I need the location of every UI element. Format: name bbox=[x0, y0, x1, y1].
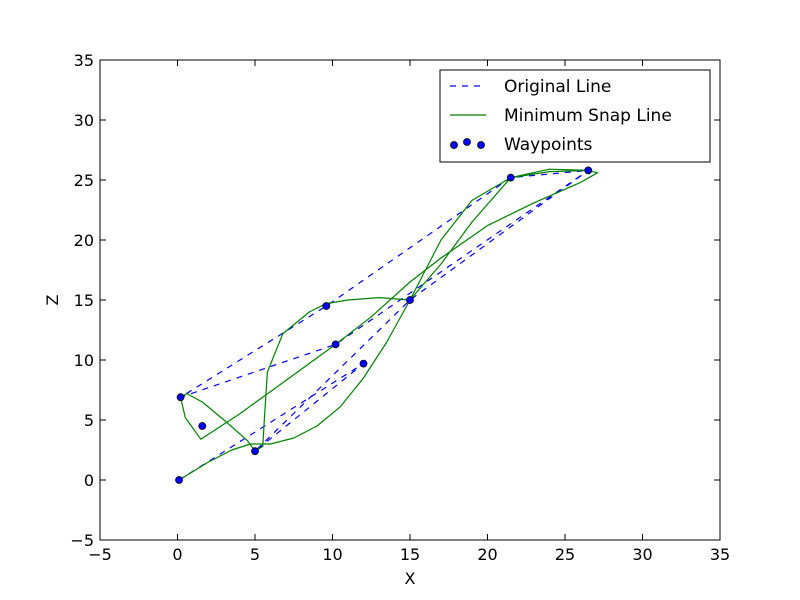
x-axis-label: X bbox=[405, 569, 416, 588]
y-tick-label: −5 bbox=[70, 531, 94, 550]
y-tick-label: 25 bbox=[74, 171, 94, 190]
legend-entry-label: Waypoints bbox=[504, 135, 593, 155]
waypoint-marker bbox=[251, 447, 259, 456]
legend: Original Line Minimum Snap Line Waypoints bbox=[439, 69, 711, 163]
waypoint-marker bbox=[506, 173, 515, 182]
legend-waypoint-marker bbox=[450, 141, 458, 149]
x-tick-label: 10 bbox=[322, 545, 342, 564]
legend-entry-label: Minimum Snap Line bbox=[504, 106, 672, 126]
x-tick-label: 25 bbox=[555, 545, 575, 564]
waypoint-marker bbox=[406, 296, 414, 304]
ticks-layer: −5 0 5 10 15 20 25 30 35 −5 0 5 10 15 20 25 30 35 bbox=[70, 51, 730, 564]
legend-frame bbox=[439, 69, 711, 163]
y-tick-label: 35 bbox=[74, 51, 94, 70]
y-tick-label: 30 bbox=[74, 111, 94, 130]
waypoint-marker bbox=[198, 422, 207, 430]
waypoint-marker bbox=[359, 359, 368, 368]
legend-waypoint-marker bbox=[463, 138, 471, 146]
series-layer bbox=[175, 166, 599, 484]
y-tick-label: 5 bbox=[84, 411, 94, 430]
x-tick-label: 20 bbox=[477, 545, 497, 564]
x-tick-label: 35 bbox=[710, 545, 730, 564]
y-tick-label: 10 bbox=[74, 351, 94, 370]
y-tick-label: 20 bbox=[74, 231, 94, 250]
waypoint-marker bbox=[175, 476, 183, 484]
x-tick-label: 30 bbox=[632, 545, 652, 564]
x-tick-label: −5 bbox=[88, 545, 112, 564]
x-tick-label: 0 bbox=[172, 545, 182, 564]
waypoint-marker bbox=[176, 393, 185, 402]
original-line-series bbox=[178, 169, 589, 481]
y-axis-label: Z bbox=[43, 294, 62, 305]
y-tick-label: 0 bbox=[84, 471, 94, 490]
legend-waypoint-marker bbox=[477, 141, 485, 149]
minimum-snap-line-series bbox=[178, 168, 599, 481]
waypoint-marker bbox=[322, 302, 331, 310]
x-tick-label: 15 bbox=[400, 545, 420, 564]
legend-entry-label: Original Line bbox=[504, 77, 611, 97]
y-tick-label: 15 bbox=[74, 291, 94, 310]
waypoint-marker bbox=[584, 166, 593, 175]
x-tick-label: 5 bbox=[250, 545, 260, 564]
waypoint-marker bbox=[331, 340, 340, 349]
